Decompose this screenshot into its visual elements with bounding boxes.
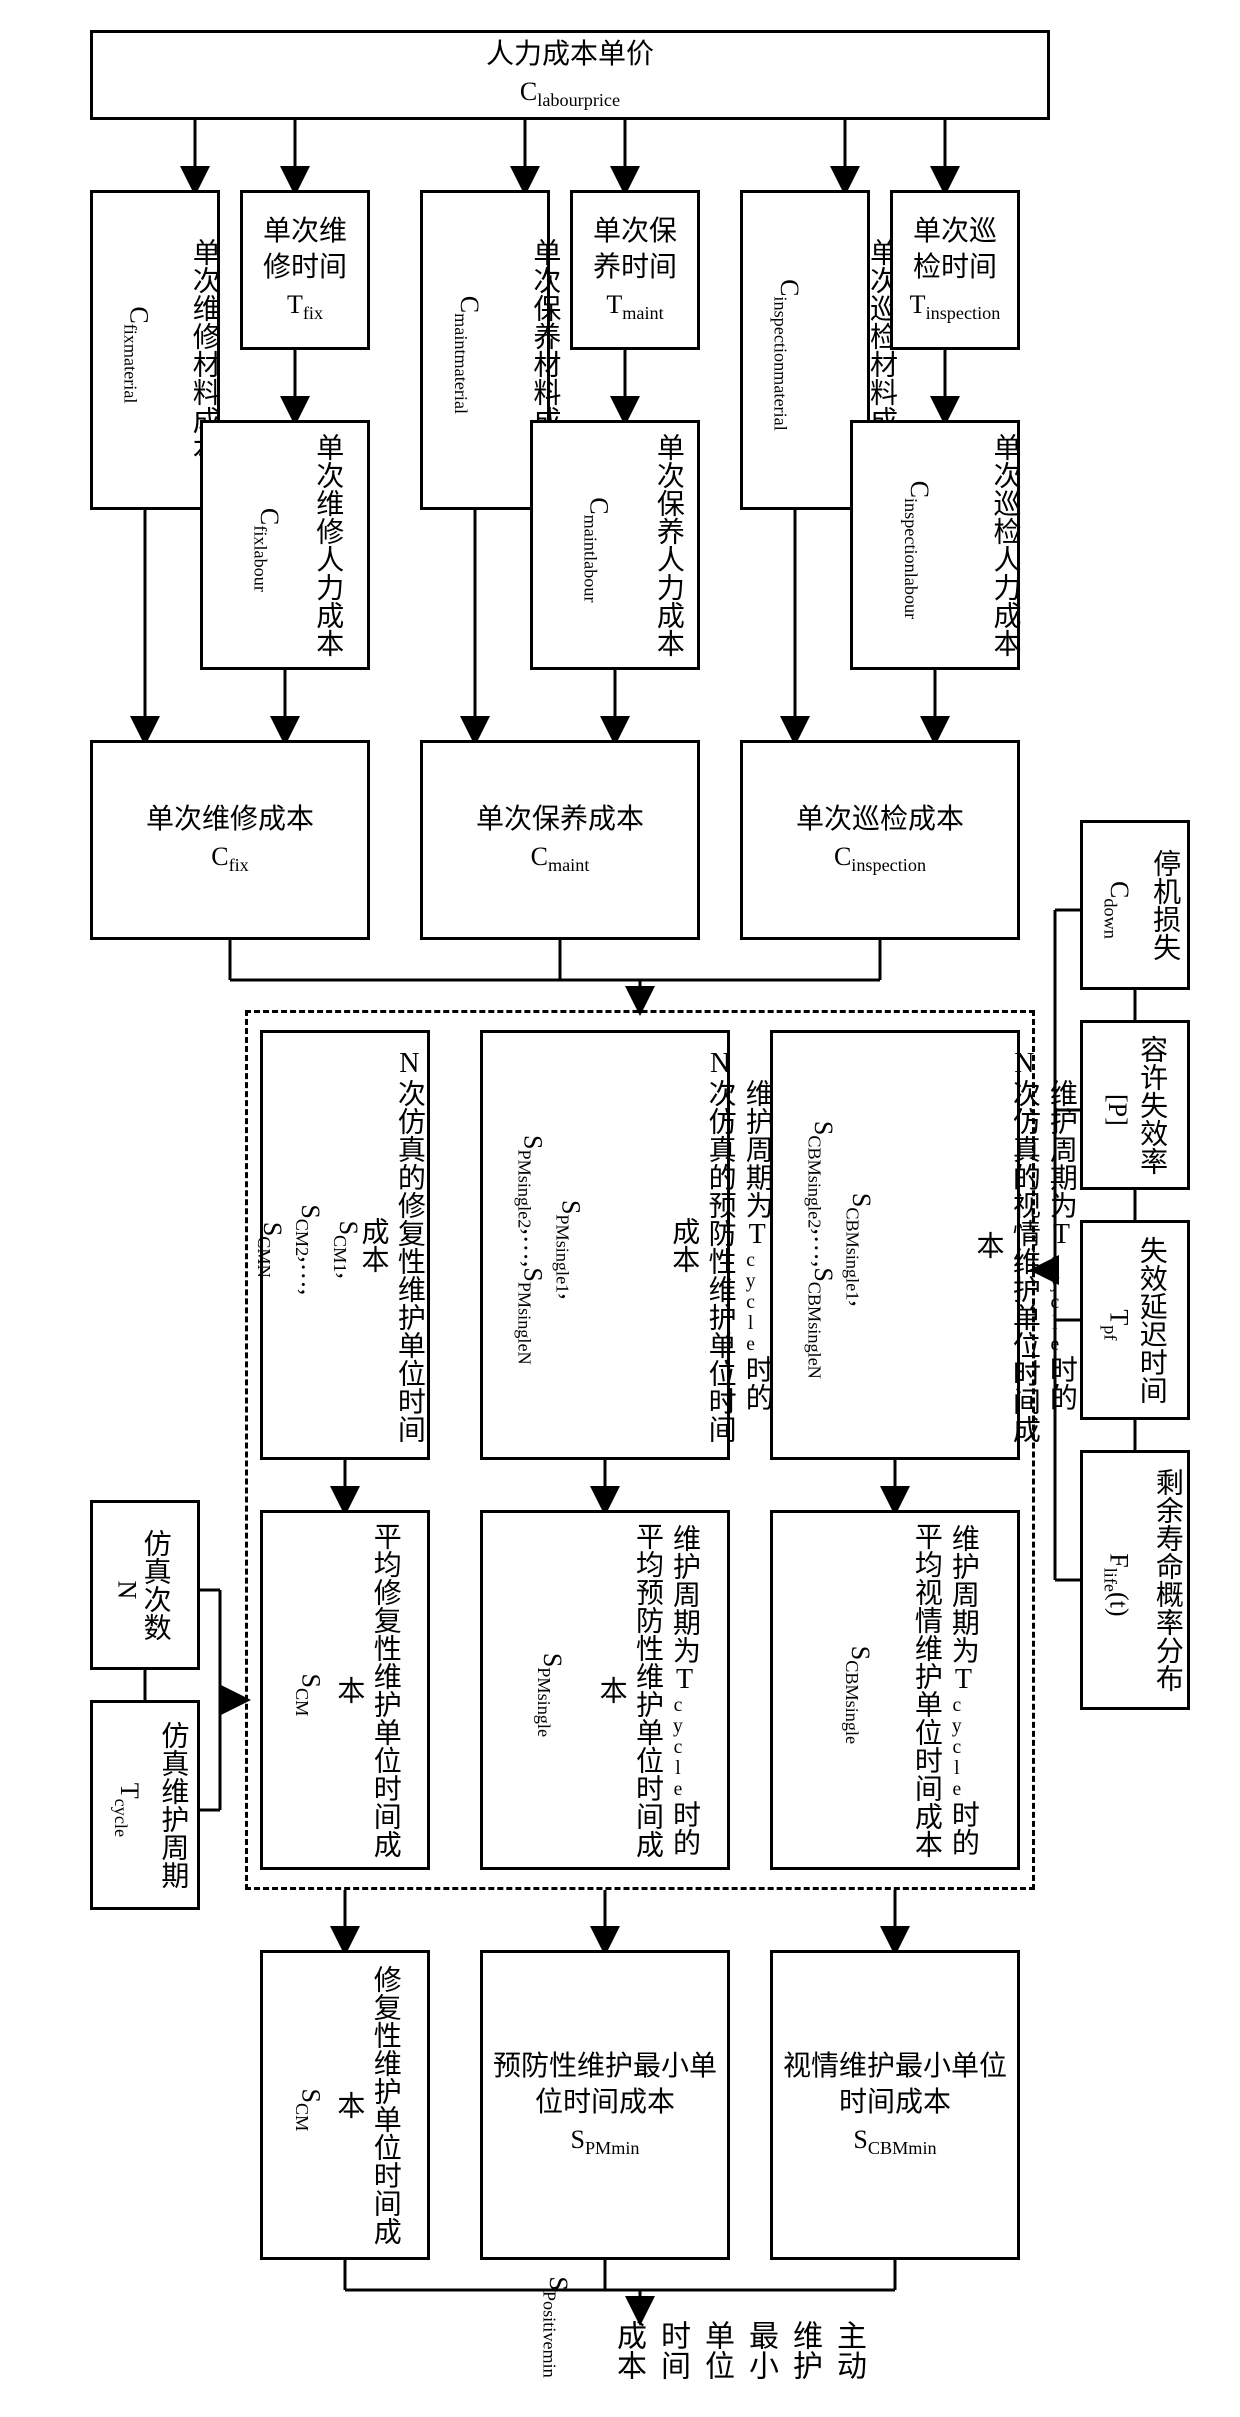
node-fix_cost: 单次维修成本Cfix	[90, 740, 370, 940]
node-maint_lab: 单次保养人力成本 Cmaintlabour	[530, 420, 700, 670]
node-title: 修复性维护单位时间成本	[330, 1961, 403, 2249]
node-title: 单次保养时间	[583, 214, 687, 287]
node-cbm2: 维护周期为Tcycle时的 平均视情维护单位时间成本 SCBMsingle	[770, 1510, 1020, 1870]
node-title: 停机损失	[1146, 849, 1182, 961]
node-pm3: 预防性维护最小单位时间成本SPMmin	[480, 1950, 730, 2260]
node-symbol: Tpf	[1098, 1309, 1136, 1340]
node-symbol: Tinspection	[910, 288, 1001, 326]
node-maint_time: 单次保养时间Tmaint	[570, 190, 700, 350]
node-title: 容许失效率	[1133, 1035, 1169, 1175]
node-symbol: SPMmin	[570, 2123, 639, 2161]
node-title: 视情维护最小单位时间成本	[783, 2049, 1007, 2122]
node-symbol: SCBMmin	[853, 2123, 936, 2161]
node-title: 单次维修成本	[146, 802, 314, 838]
final-output-label: 主动维护最小单位时间成本 SPositivemin	[420, 2310, 870, 2390]
node-cbm1: 维护周期为Tcycle时的 N次仿真的视情维护单位时间成本SCBMsingle1…	[770, 1030, 1020, 1460]
node-title: 单次巡检时间	[903, 214, 1007, 287]
node-insp_time: 单次巡检时间Tinspection	[890, 190, 1020, 350]
node-insp_lab: 单次巡检人力成本 Cinspectionlabour	[850, 420, 1020, 670]
node-side_down: 停机损失 Cdown	[1080, 820, 1190, 990]
node-cbm3: 视情维护最小单位时间成本SCBMmin	[770, 1950, 1020, 2260]
node-title: 单次维修时间	[253, 214, 357, 287]
node-symbol: Clabourprice	[520, 75, 620, 113]
node-symbol: SCBMsingle	[839, 1646, 877, 1744]
node-title: 维护周期为Tcycle时的 N次仿真的视情维护单位时间成本	[969, 1041, 1079, 1449]
flowchart-canvas: 人力成本单价Clabourprice单次维修材料成本Cfixmaterial单次…	[20, 20, 1220, 2397]
node-symbol: Flife(t)	[1098, 1553, 1136, 1616]
node-symbol: Cinspectionlabour	[898, 481, 936, 620]
node-symbol: SCM	[290, 1674, 328, 1717]
node-maint_cost: 单次保养成本Cmaint	[420, 740, 700, 940]
node-symbol: Tcycle	[108, 1783, 146, 1837]
node-side_tc: 仿真维护周期Tcycle	[90, 1700, 200, 1910]
node-title: 人力成本单价	[486, 37, 654, 73]
node-title: 维护周期为Tcycle时的 N次仿真的预防性维护单位时间成本	[665, 1041, 775, 1449]
node-title: 平均修复性维护单位时间成本	[330, 1521, 403, 1859]
node-title: 单次巡检人力成本	[986, 433, 1022, 657]
node-symbol: SCBMsingle1, SCBMsingle2,…,SCBMsingleN	[802, 1121, 878, 1379]
node-symbol: Cfixmaterial	[118, 306, 156, 403]
node-side_p: 容许失效率[P]	[1080, 1020, 1190, 1190]
node-insp_cost: 单次巡检成本Cinspection	[740, 740, 1020, 940]
node-title: 预防性维护最小单位时间成本	[493, 2049, 717, 2122]
node-fix_time: 单次维修时间Tfix	[240, 190, 370, 350]
node-title: 维护周期为Tcycle时的 平均视情维护单位时间成本	[907, 1522, 980, 1858]
node-symbol: Cdown	[1098, 881, 1136, 939]
node-symbol: Cmaint	[531, 840, 590, 878]
node-title: 仿真维护周期	[154, 1721, 190, 1889]
node-symbol: Tmaint	[606, 288, 663, 326]
node-fix_lab: 单次维修人力成本 Cfixlabour	[200, 420, 370, 670]
node-cm2: 平均修复性维护单位时间成本SCM	[260, 1510, 430, 1870]
node-cm3: 修复性维护单位时间成本SCM	[260, 1950, 430, 2260]
node-pm2: 维护周期为Tcycle时的 平均预防性维护单位时间成本 SPMsingle	[480, 1510, 730, 1870]
node-title: 维护周期为Tcycle时的 平均预防性维护单位时间成本	[592, 1521, 702, 1859]
node-side_flife: 剩余寿命概率分布 Flife(t)	[1080, 1450, 1190, 1710]
node-symbol: Tfix	[287, 288, 323, 326]
node-symbol: [P]	[1100, 1094, 1134, 1126]
node-title: 单次巡检成本	[796, 802, 964, 838]
node-cm1: N次仿真的修复性维护单位时间成本SCM1, SCM2,…, SCMN	[260, 1030, 430, 1460]
node-title: 单次保养成本	[476, 802, 644, 838]
node-symbol: Cmaintmaterial	[448, 296, 486, 414]
node-symbol: SCM	[290, 2089, 328, 2132]
node-symbol: Cfix	[211, 840, 249, 878]
node-title: 单次保养人力成本	[649, 433, 685, 657]
node-symbol: Cinspection	[834, 840, 926, 878]
node-symbol: SPMsingle	[531, 1653, 569, 1737]
node-title: 剩余寿命概率分布	[1148, 1468, 1184, 1692]
node-top: 人力成本单价Clabourprice	[90, 30, 1050, 120]
node-title: 单次维修人力成本	[309, 433, 345, 657]
node-symbol: SCM1, SCM2,…, SCMN	[252, 1205, 366, 1296]
node-side_tpf: 失效延迟时间Tpf	[1080, 1220, 1190, 1420]
node-pm1: 维护周期为Tcycle时的 N次仿真的预防性维护单位时间成本SPMsingle1…	[480, 1030, 730, 1460]
node-symbol: Cinspectionmaterial	[768, 279, 806, 431]
node-symbol: N	[110, 1581, 144, 1600]
node-symbol: Cmaintlabour	[578, 497, 616, 602]
node-title: 失效延迟时间	[1132, 1236, 1168, 1404]
node-symbol: SPMsingle1, SPMsingle2,…,SPMsingleN	[512, 1135, 588, 1365]
node-symbol: Cfixlabour	[248, 508, 286, 592]
node-side_n: 仿真次数N	[90, 1500, 200, 1670]
